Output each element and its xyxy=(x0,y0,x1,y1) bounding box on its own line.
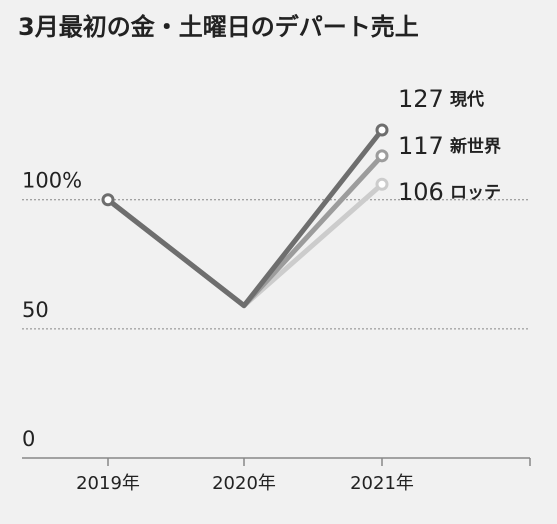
legend-label: 現代 xyxy=(450,89,484,110)
chart-title: 3月最初の金・土曜日のデパート売上 xyxy=(18,13,419,41)
value-label: 106 xyxy=(398,178,444,206)
legend-label: 新世界 xyxy=(450,136,501,157)
y-tick-label: 0 xyxy=(22,427,35,451)
end-marker xyxy=(375,123,389,137)
end-marker xyxy=(375,177,389,191)
legend-label: ロッテ xyxy=(450,183,501,203)
x-tick-label: 2021年 xyxy=(350,473,414,494)
x-tick-label: 2020年 xyxy=(212,473,276,494)
start-marker xyxy=(101,193,115,207)
y-tick-label: 100% xyxy=(22,169,82,193)
y-tick-label: 50 xyxy=(22,298,49,322)
value-label: 127 xyxy=(398,85,444,113)
end-marker xyxy=(375,149,389,163)
series-line xyxy=(106,128,384,309)
value-label: 117 xyxy=(398,132,444,160)
x-tick-label: 2019年 xyxy=(76,473,140,494)
